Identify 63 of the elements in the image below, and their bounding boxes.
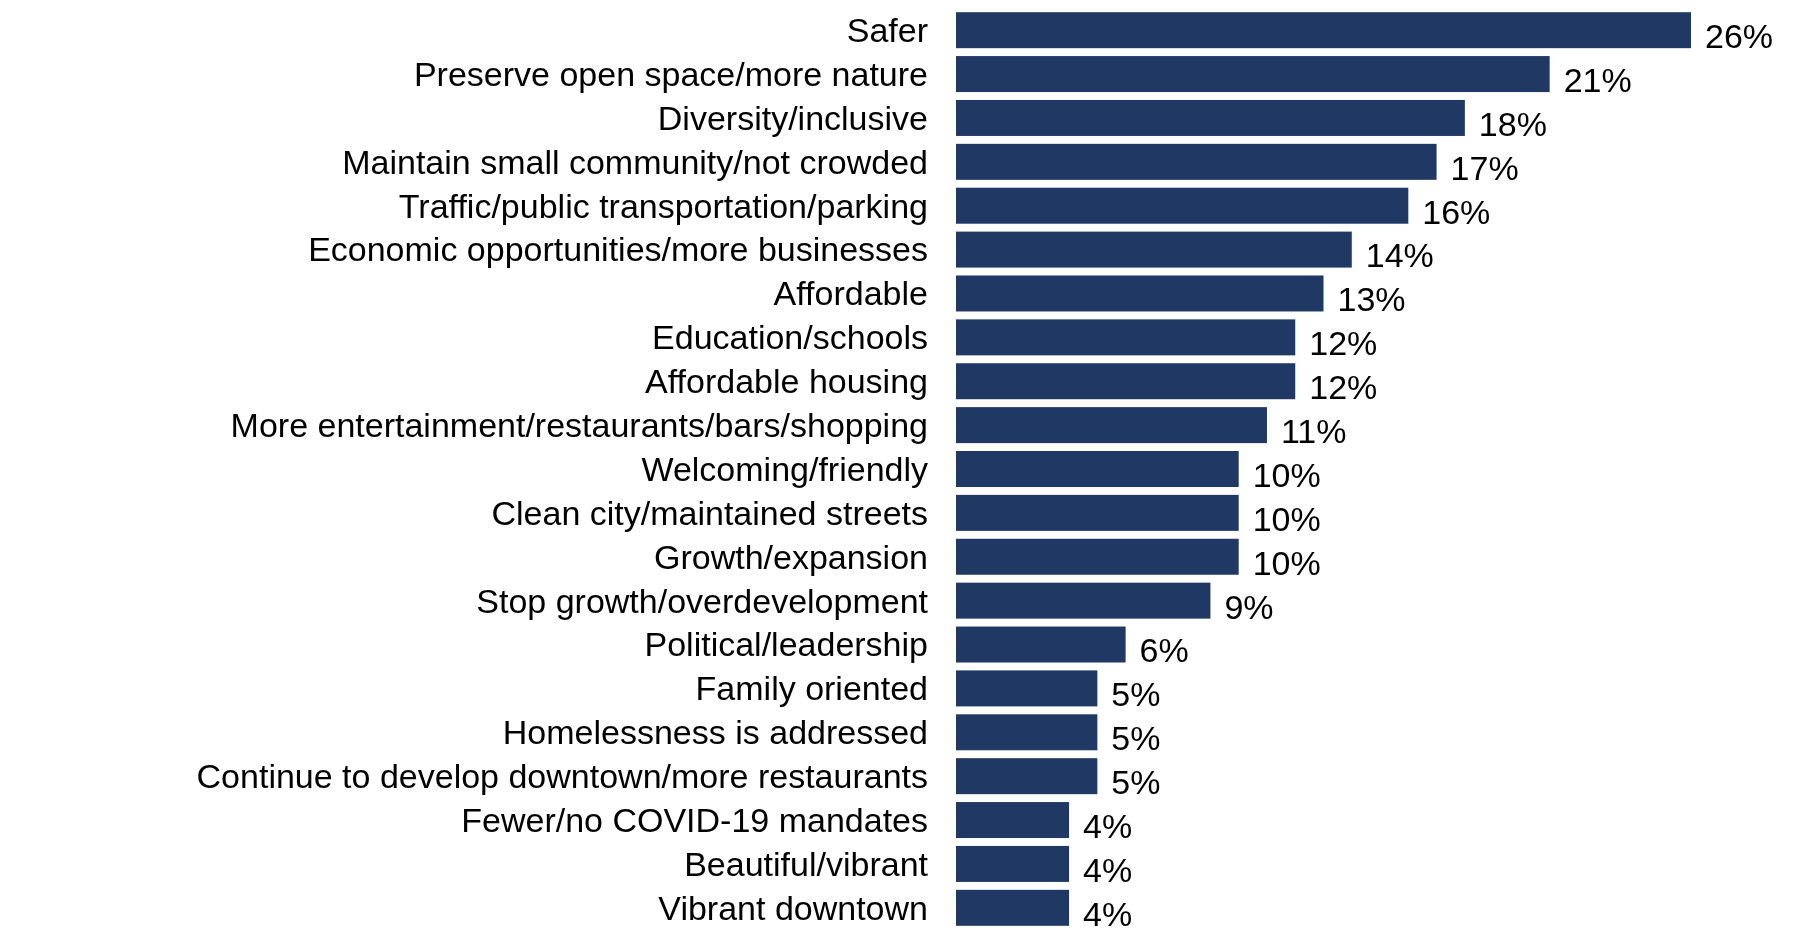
data-label: 9%: [1224, 587, 1274, 626]
y-tick-label: Welcoming/friendly: [641, 449, 928, 488]
data-label: 11%: [1280, 412, 1347, 451]
data-label: 5%: [1111, 763, 1161, 802]
data-label: 4%: [1083, 806, 1133, 845]
bar: [956, 670, 1098, 707]
bar: [956, 845, 1070, 882]
bar: [956, 626, 1126, 663]
y-tick-label: More entertainment/restaurants/bars/shopping: [230, 406, 928, 445]
bar: [956, 582, 1211, 619]
bar: [956, 187, 1409, 224]
bar: [956, 758, 1098, 795]
data-label: 13%: [1337, 280, 1406, 319]
data-label: 18%: [1478, 104, 1547, 143]
data-label: 4%: [1083, 850, 1133, 889]
data-label: 5%: [1111, 719, 1161, 758]
bar: [956, 714, 1098, 751]
bar: [956, 407, 1267, 444]
y-tick-label: Vibrant downtown: [658, 888, 928, 927]
bar: [956, 451, 1239, 487]
bar: [956, 802, 1070, 839]
y-tick-label: Growth/expansion: [653, 537, 928, 576]
y-tick-label: Family oriented: [695, 669, 928, 708]
bar: [956, 494, 1239, 531]
bar: [956, 538, 1239, 575]
data-label: 16%: [1422, 192, 1491, 231]
bar: [956, 12, 1691, 49]
bar: [956, 143, 1437, 180]
data-label: 12%: [1309, 368, 1378, 407]
y-tick-label: Safer: [846, 11, 928, 50]
bar: [956, 99, 1465, 136]
y-tick-label: Continue to develop downtown/more restaurants: [196, 757, 928, 796]
data-label: 21%: [1563, 60, 1632, 99]
data-label: 17%: [1450, 148, 1519, 187]
bar: [956, 319, 1296, 356]
y-tick-label: Preserve open space/more nature: [413, 54, 928, 93]
y-tick-label: Clean city/maintained streets: [491, 493, 928, 532]
bar: [956, 56, 1550, 93]
y-tick-label: Fewer/no COVID-19 mandates: [461, 800, 928, 839]
data-label: 4%: [1083, 894, 1133, 933]
y-tick-label: Education/schools: [652, 318, 928, 357]
y-tick-label: Maintain small community/not crowded: [342, 142, 928, 181]
data-label: 6%: [1139, 631, 1189, 670]
y-tick-label: Affordable housing: [645, 362, 928, 401]
y-tick-label: Traffic/public transportation/parking: [398, 186, 928, 225]
y-tick-label: Economic opportunities/more businesses: [308, 230, 928, 269]
bar: [956, 275, 1324, 312]
data-label: 10%: [1252, 499, 1321, 538]
data-label: 12%: [1309, 324, 1378, 363]
y-tick-label: Beautiful/vibrant: [684, 844, 929, 883]
y-tick-label: Stop growth/overdevelopment: [476, 581, 929, 620]
data-label: 10%: [1252, 543, 1321, 582]
y-tick-label: Affordable: [773, 274, 928, 313]
y-tick-label: Political/leadership: [644, 625, 928, 664]
bar: [956, 363, 1296, 400]
y-tick-label: Diversity/inclusive: [657, 98, 928, 137]
data-label: 14%: [1365, 236, 1434, 275]
data-label: 10%: [1252, 455, 1321, 494]
data-label: 5%: [1111, 675, 1161, 714]
bar: [956, 231, 1352, 268]
y-tick-label: Homelessness is addressed: [502, 713, 928, 752]
bar: [956, 889, 1070, 926]
data-label: 26%: [1705, 17, 1774, 56]
